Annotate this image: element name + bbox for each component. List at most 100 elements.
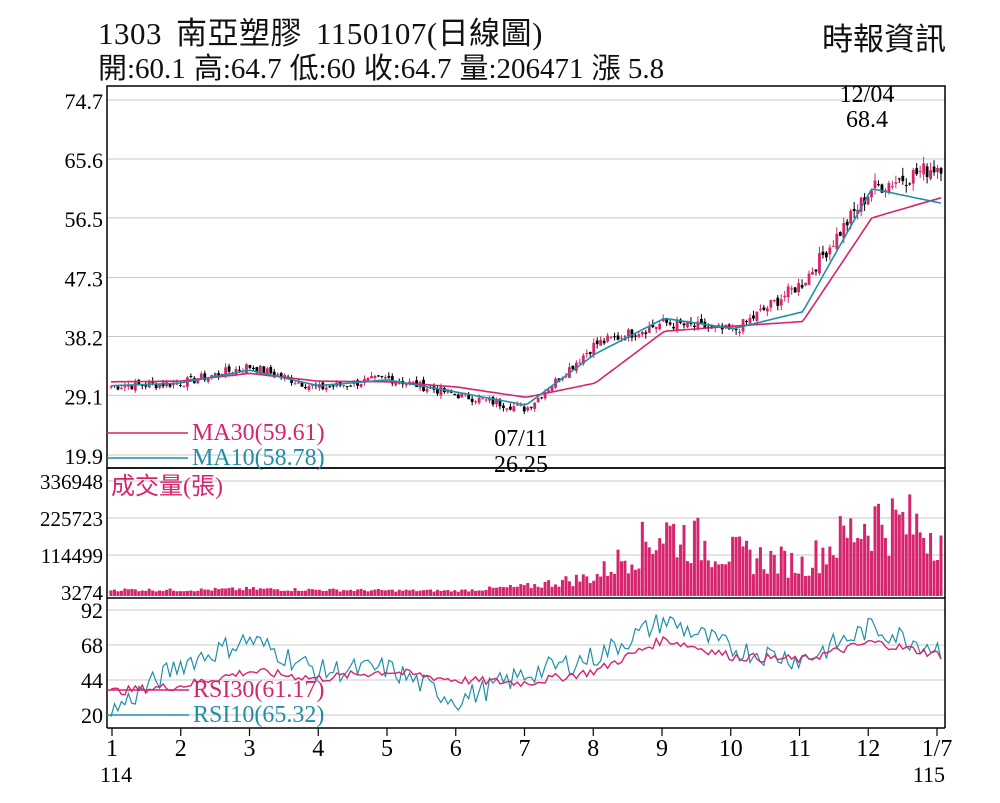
candle-body — [602, 340, 606, 344]
x-tick-label: 7 — [519, 736, 531, 762]
candle-body — [807, 273, 811, 285]
volume-bar — [901, 512, 905, 596]
volume-bar — [887, 555, 891, 596]
volume-y-tick-label: 3274 — [61, 581, 104, 605]
candle-body — [665, 319, 669, 323]
candle-body — [908, 183, 912, 185]
chart-title: 1303 南亞塑膠 1150107(日線圖) — [98, 8, 557, 53]
volume-bar — [755, 558, 759, 596]
volume-bar — [595, 573, 599, 596]
volume-bar — [168, 588, 172, 596]
volume-bar — [189, 590, 193, 596]
candle-body — [196, 379, 200, 384]
volume-bar — [314, 589, 318, 596]
volume-bar — [515, 586, 519, 596]
candle-body — [460, 393, 464, 398]
candle-body — [765, 308, 769, 312]
candle-body — [793, 287, 797, 293]
candle-body — [693, 325, 696, 327]
volume-bar — [536, 586, 540, 596]
candle-body — [658, 323, 662, 330]
volume-bar — [199, 588, 203, 596]
price-y-tick-label: 56.5 — [65, 207, 104, 232]
stock-code: 1303 — [98, 16, 162, 51]
volume-bar — [269, 588, 273, 596]
volume-bar — [467, 591, 471, 596]
volume-bar — [776, 573, 780, 596]
volume-bar — [307, 588, 311, 596]
volume-bar — [543, 581, 547, 596]
candle-body — [849, 210, 853, 224]
candle-body — [859, 197, 863, 212]
candle-body — [522, 406, 526, 412]
candle-body — [508, 406, 512, 410]
candle-body — [772, 299, 776, 302]
candle-body — [394, 381, 398, 386]
rsi30-line — [110, 635, 942, 696]
candle-body — [293, 383, 297, 385]
volume-bar — [918, 532, 922, 596]
stat-change: 漲 5.8 — [591, 53, 665, 85]
candle-body — [585, 352, 589, 355]
volume-bar — [258, 588, 262, 596]
volume-bar — [936, 559, 940, 596]
candle-body — [453, 394, 457, 396]
candle-body — [297, 382, 300, 384]
candle-body — [821, 251, 825, 255]
candle-body — [140, 384, 144, 386]
volume-bar — [845, 537, 849, 596]
volume-bar — [206, 589, 210, 596]
candle-body — [738, 331, 741, 333]
candle-body — [599, 339, 603, 346]
candle-body — [620, 337, 623, 339]
candle-body — [349, 385, 353, 387]
candle-body — [456, 394, 460, 399]
candle-body — [696, 321, 700, 329]
x-year-label-end: 115 — [913, 762, 945, 787]
candle-body — [609, 336, 613, 338]
volume-bar — [154, 591, 158, 596]
candle-body — [703, 321, 707, 329]
volume-bar — [439, 590, 443, 596]
volume-bar — [161, 591, 165, 596]
rsi-y-tick-label: 20 — [81, 703, 103, 728]
candle-body — [540, 397, 544, 399]
volume-bar — [241, 590, 245, 596]
volume-bar — [828, 546, 832, 596]
candle-body — [300, 382, 304, 387]
volume-bar — [126, 589, 130, 596]
candle-body — [724, 324, 728, 328]
candle-body — [304, 386, 307, 389]
candle-body — [675, 319, 679, 330]
volume-bar — [685, 561, 689, 596]
volume-bar — [800, 556, 804, 596]
x-tick-label: 8 — [587, 736, 599, 762]
ma10-line — [110, 188, 942, 406]
candle-body — [814, 269, 818, 272]
candle-body — [873, 180, 877, 189]
candle-body — [932, 166, 936, 173]
candle-body — [390, 376, 394, 384]
candle-body — [484, 399, 488, 401]
candle-body — [258, 365, 262, 375]
candle-body — [380, 376, 384, 378]
candle-body — [644, 332, 648, 334]
candle-body — [311, 384, 314, 386]
volume-bar — [932, 560, 936, 596]
candle-body — [637, 334, 641, 338]
volume-bar — [116, 591, 120, 596]
candle-body — [467, 393, 471, 400]
candle-body — [116, 386, 120, 390]
candle-body — [578, 362, 582, 364]
candle-body — [377, 375, 380, 377]
volume-bar — [814, 540, 818, 596]
volume-bar — [203, 589, 207, 596]
candle-body — [283, 375, 287, 378]
rsi-y-tick-label: 92 — [81, 598, 103, 623]
volume-bar — [369, 590, 373, 596]
candle-body — [640, 331, 644, 335]
candle-body — [529, 406, 533, 408]
candle-body — [345, 386, 349, 388]
candle-body — [804, 282, 807, 286]
candle-body — [411, 381, 415, 383]
